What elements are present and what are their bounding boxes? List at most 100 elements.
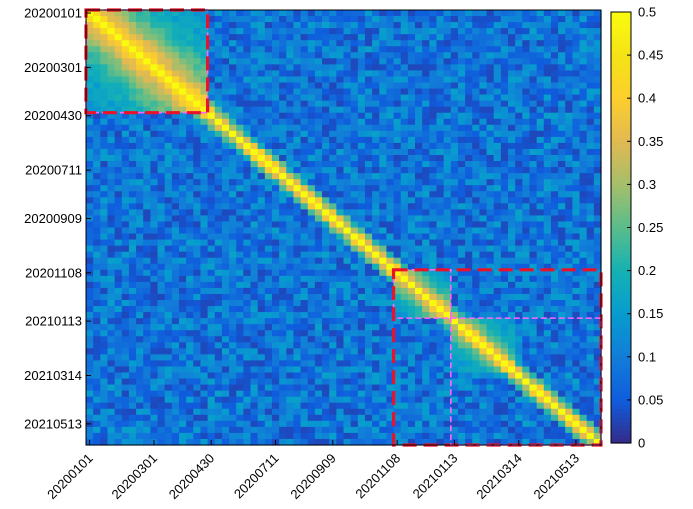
heatmap-cell xyxy=(522,112,531,120)
heatmap-cell xyxy=(386,130,395,138)
heatmap-cell xyxy=(293,318,302,325)
heatmap-cell xyxy=(136,148,144,156)
heatmap-cell xyxy=(422,257,430,265)
heatmap-cell xyxy=(457,203,466,210)
heatmap-cell xyxy=(415,233,423,241)
heatmap-cell xyxy=(271,16,280,23)
heatmap-cell xyxy=(286,130,295,138)
heatmap-cell xyxy=(593,46,602,53)
heatmap-cell xyxy=(100,22,109,29)
heatmap-cell xyxy=(543,94,552,102)
heatmap-cell xyxy=(221,118,230,126)
heatmap-cell xyxy=(558,251,566,259)
heatmap-cell xyxy=(422,281,430,289)
heatmap-cell xyxy=(500,342,509,349)
heatmap-cell xyxy=(307,209,316,217)
heatmap-cell xyxy=(479,324,488,331)
heatmap-cell xyxy=(379,203,388,210)
heatmap-cell xyxy=(558,82,566,90)
heatmap-cell xyxy=(164,414,173,422)
heatmap-cell xyxy=(150,372,159,380)
heatmap-cell xyxy=(364,402,373,410)
heatmap-cell xyxy=(207,221,216,229)
heatmap-cell xyxy=(372,390,380,398)
heatmap-cell xyxy=(486,185,495,192)
heatmap-cell xyxy=(221,52,230,59)
heatmap-cell xyxy=(143,300,151,307)
heatmap-cell xyxy=(407,306,416,313)
heatmap-cell xyxy=(422,173,430,180)
heatmap-cell xyxy=(493,221,502,229)
heatmap-cell xyxy=(286,82,295,90)
heatmap-cell xyxy=(257,155,266,162)
heatmap-cell xyxy=(121,275,130,283)
heatmap-cell xyxy=(271,414,280,422)
heatmap-cell xyxy=(329,106,337,114)
heatmap-cell xyxy=(558,348,566,355)
heatmap-cell xyxy=(271,312,280,319)
heatmap-cell xyxy=(114,239,123,247)
heatmap-cell xyxy=(229,112,237,120)
heatmap-cell xyxy=(322,408,330,416)
heatmap-cell xyxy=(429,281,438,289)
heatmap-cell xyxy=(443,269,452,277)
heatmap-cell xyxy=(515,70,523,78)
heatmap-cell xyxy=(193,197,202,204)
heatmap-cell xyxy=(407,203,416,210)
heatmap-cell xyxy=(364,396,373,404)
heatmap-cell xyxy=(264,384,273,392)
heatmap-cell xyxy=(250,16,259,23)
heatmap-cell xyxy=(586,34,595,41)
heatmap-cell xyxy=(529,40,538,47)
heatmap-cell xyxy=(157,275,166,283)
heatmap-cell xyxy=(479,203,488,210)
heatmap-cell xyxy=(271,161,280,168)
heatmap-cell xyxy=(543,76,552,84)
heatmap-cell xyxy=(558,318,566,325)
heatmap-cell xyxy=(436,257,445,265)
heatmap-cell xyxy=(300,257,309,265)
heatmap-cell xyxy=(107,203,116,210)
heatmap-cell xyxy=(457,414,466,422)
heatmap-cell xyxy=(400,88,409,96)
heatmap-cell xyxy=(178,378,187,386)
heatmap-cell xyxy=(543,124,552,132)
heatmap-cell xyxy=(372,330,380,337)
heatmap-cell xyxy=(264,191,273,198)
heatmap-cell xyxy=(400,203,409,210)
heatmap-cell xyxy=(93,324,101,331)
heatmap-cell xyxy=(457,94,466,102)
heatmap-cell xyxy=(529,10,538,17)
heatmap-cell xyxy=(143,378,151,386)
heatmap-cell xyxy=(579,100,588,108)
heatmap-cell xyxy=(379,34,388,41)
heatmap-cell xyxy=(300,34,309,41)
heatmap-cell xyxy=(300,275,309,283)
heatmap-cell xyxy=(579,203,588,210)
heatmap-cell xyxy=(300,118,309,126)
heatmap-cell xyxy=(350,179,359,186)
heatmap-cell xyxy=(508,161,516,168)
heatmap-cell xyxy=(322,330,330,337)
heatmap-cell xyxy=(465,70,473,78)
heatmap-cell xyxy=(500,414,509,422)
heatmap-cell xyxy=(350,245,359,253)
heatmap-cell xyxy=(229,306,237,313)
heatmap-cell xyxy=(529,245,538,253)
heatmap-cell xyxy=(286,287,295,295)
heatmap-cell xyxy=(515,28,523,35)
heatmap-cell xyxy=(550,94,559,102)
heatmap-cell xyxy=(586,318,595,325)
heatmap-cell xyxy=(193,34,202,41)
heatmap-cell xyxy=(386,414,395,422)
heatmap-cell xyxy=(357,161,366,168)
heatmap-cell xyxy=(493,118,502,126)
heatmap-cell xyxy=(522,173,531,180)
heatmap-cell xyxy=(164,64,173,72)
heatmap-cell xyxy=(107,28,116,35)
heatmap-cell xyxy=(178,263,187,271)
heatmap-cell xyxy=(157,263,166,271)
heatmap-cell xyxy=(279,34,287,41)
heatmap-cell xyxy=(508,76,516,84)
heatmap-cell xyxy=(214,269,223,277)
